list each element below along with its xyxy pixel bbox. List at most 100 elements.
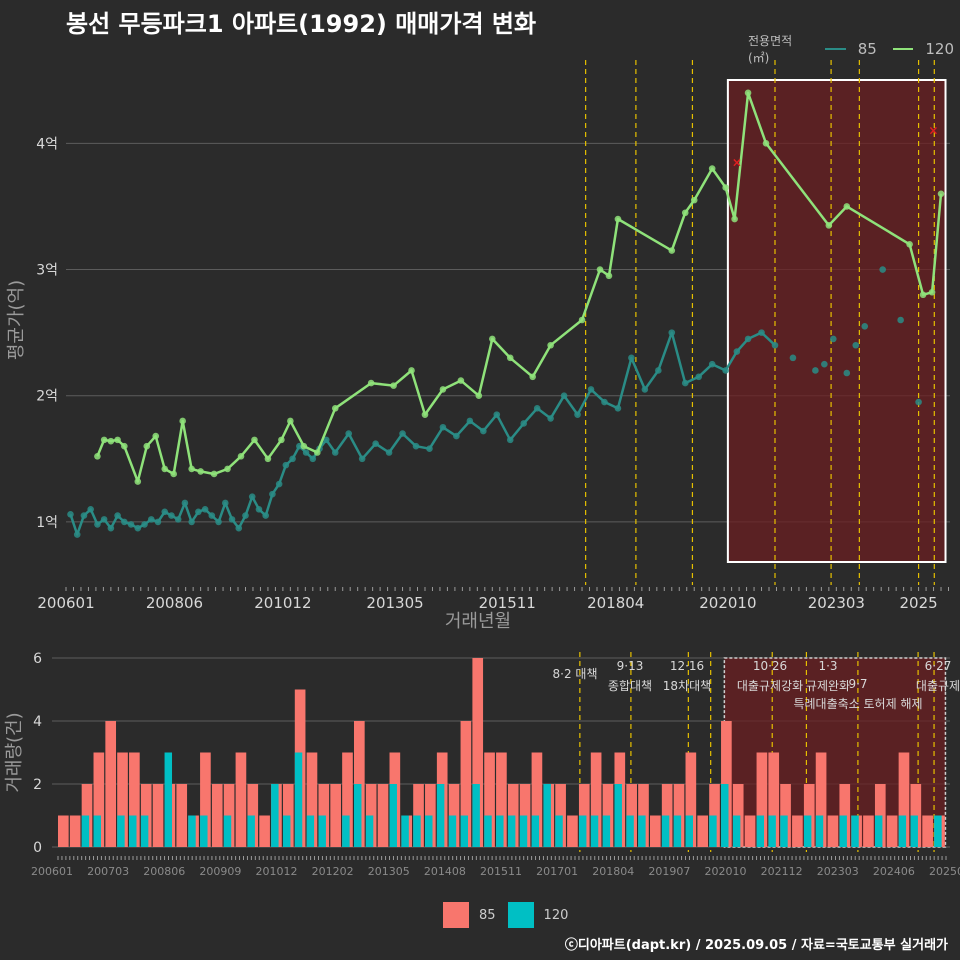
policy-date-label: 12·16 xyxy=(670,659,704,673)
data-point-85 xyxy=(262,512,269,519)
data-point-85 xyxy=(221,499,229,507)
y-tick-label: 4억 xyxy=(36,136,58,152)
bar-120 xyxy=(484,815,492,847)
data-point-120 xyxy=(596,266,604,273)
x-tick-label: 201907 xyxy=(648,865,690,878)
x-tick-label: 202303 xyxy=(817,865,859,878)
bar-120 xyxy=(874,815,883,847)
y-tick-label: 2억 xyxy=(36,389,58,405)
data-point-85 xyxy=(560,392,568,400)
bar-120 xyxy=(626,815,634,847)
data-point-85 xyxy=(73,531,81,538)
data-point-85 xyxy=(181,499,189,507)
bar-120 xyxy=(188,815,196,847)
policy-desc-label: 특례대출축소 토허제 해제 xyxy=(793,697,922,711)
legend-title: 전용면적(㎡) xyxy=(748,34,793,65)
data-point-120 xyxy=(390,382,397,389)
bar-120 xyxy=(839,815,847,847)
data-point-85 xyxy=(412,442,420,450)
bar-85 xyxy=(898,752,910,847)
data-point-120 xyxy=(906,240,913,248)
data-point-85 xyxy=(269,490,276,498)
bar-120 xyxy=(851,815,859,847)
policy-desc-label: 대출규제강화 xyxy=(737,679,803,693)
data-point-85 xyxy=(141,521,148,528)
data-point-85 xyxy=(235,524,243,532)
data-point-85 xyxy=(843,369,851,377)
data-point-85 xyxy=(722,367,729,374)
x-tick-label: 201012 xyxy=(256,865,298,878)
data-point-120 xyxy=(237,452,245,460)
bar-120 xyxy=(460,815,469,847)
x-tick-label: 200806 xyxy=(146,594,203,612)
bar-120 xyxy=(354,784,362,847)
bar-85 xyxy=(590,752,602,847)
data-point-85 xyxy=(439,423,447,431)
bar-120 xyxy=(223,815,232,847)
x-tick-label: 202509 xyxy=(929,865,960,878)
bar-85 xyxy=(496,752,507,847)
data-point-120 xyxy=(681,209,689,217)
bar-120 xyxy=(271,784,279,847)
bar-120 xyxy=(282,815,291,847)
max-price-marker: × xyxy=(732,155,742,169)
bar-85 xyxy=(58,815,69,847)
bar-85 xyxy=(531,752,543,847)
x-tick-label: 200601 xyxy=(37,594,94,612)
data-point-120 xyxy=(134,478,142,485)
data-point-85 xyxy=(480,427,487,435)
bar-85 xyxy=(922,815,933,847)
bar-85 xyxy=(744,815,756,847)
data-point-85 xyxy=(309,455,317,463)
y-tick-label: 0 xyxy=(33,840,42,856)
bar-120 xyxy=(709,815,717,847)
data-point-120 xyxy=(121,442,128,450)
data-point-85 xyxy=(789,354,797,362)
policy-date-label: 6·27 xyxy=(925,659,952,673)
policy-date-label: 8·2 대책 xyxy=(553,666,598,681)
data-point-85 xyxy=(812,367,819,374)
bar-85 xyxy=(235,752,247,847)
data-point-85 xyxy=(215,518,222,526)
x-axis-title: 거래년월 xyxy=(445,611,511,632)
data-point-85 xyxy=(385,449,393,456)
page-title: 봉선 무등파크1 아파트(1992) 매매가격 변화 xyxy=(66,10,537,38)
data-point-85 xyxy=(107,524,115,532)
data-point-120 xyxy=(744,89,752,97)
policy-desc-label: 18차대책 xyxy=(663,678,711,693)
bar-120 xyxy=(81,815,90,847)
data-point-85 xyxy=(114,512,121,519)
bar-85 xyxy=(152,784,164,847)
data-point-85 xyxy=(771,341,779,349)
data-point-85 xyxy=(547,415,554,422)
bar-120 xyxy=(578,815,587,847)
data-point-85 xyxy=(188,518,195,526)
bar-85 xyxy=(105,721,117,847)
volume-chart: 0 2 4 6 거래량(건) 8·2 대책 9·13 종합대책 12·16 18차대책 10·26 대… xyxy=(4,651,960,878)
bar-85 xyxy=(567,815,578,847)
bar-85 xyxy=(460,721,472,847)
bar-85 xyxy=(863,815,874,847)
data-point-85 xyxy=(248,493,256,500)
data-point-85 xyxy=(275,480,283,488)
data-point-85 xyxy=(168,512,175,519)
bar-120 xyxy=(496,815,504,847)
data-point-120 xyxy=(605,272,613,280)
data-point-120 xyxy=(421,411,429,418)
y-tick-label: 4 xyxy=(33,714,42,730)
x-tick-label: 201012 xyxy=(254,594,311,612)
bar-120 xyxy=(306,815,315,847)
bar-120 xyxy=(910,815,918,847)
bar-120 xyxy=(815,815,824,847)
policy-date-label: 10·26 xyxy=(753,659,787,673)
data-point-85 xyxy=(533,405,541,412)
x-tick-label: 202303 xyxy=(808,594,865,612)
x-tick-label: 201804 xyxy=(587,594,644,612)
data-point-120 xyxy=(547,341,554,349)
x-tick-label: 201511 xyxy=(480,865,522,878)
y-tick-label: 1억 xyxy=(36,515,58,531)
data-point-120 xyxy=(690,196,698,204)
x-tick-label: 201202 xyxy=(312,865,354,878)
data-point-85 xyxy=(147,516,155,523)
data-point-85 xyxy=(574,411,581,418)
